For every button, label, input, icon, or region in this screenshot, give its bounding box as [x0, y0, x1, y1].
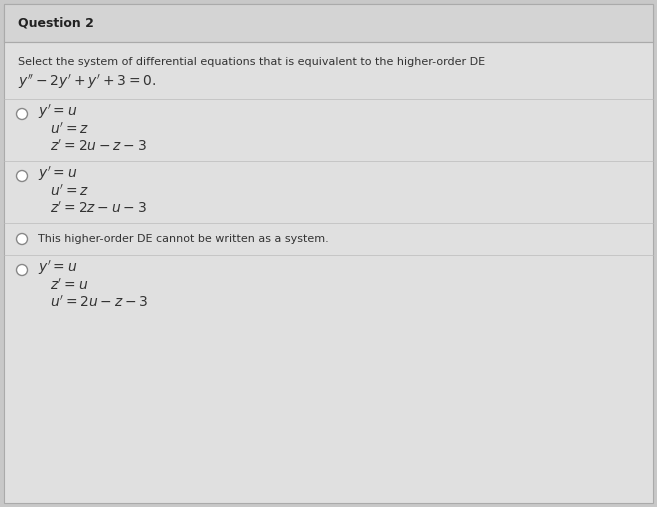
Text: $u' = z$: $u' = z$: [50, 184, 89, 199]
Text: This higher-order DE cannot be written as a system.: This higher-order DE cannot be written a…: [38, 234, 328, 244]
Circle shape: [16, 108, 28, 120]
Text: $y' = u$: $y' = u$: [38, 103, 78, 121]
Text: Select the system of differential equations that is equivalent to the higher-ord: Select the system of differential equati…: [18, 57, 485, 67]
Text: $z' = 2u - z - 3$: $z' = 2u - z - 3$: [50, 138, 147, 154]
Text: $z' = u$: $z' = u$: [50, 277, 88, 293]
Text: $u' = 2u - z - 3$: $u' = 2u - z - 3$: [50, 295, 148, 310]
FancyBboxPatch shape: [4, 4, 653, 42]
Text: $y'' - 2y' + y' + 3 = 0.$: $y'' - 2y' + y' + 3 = 0.$: [18, 73, 156, 91]
Text: Question 2: Question 2: [18, 17, 94, 29]
Text: $u' = z$: $u' = z$: [50, 121, 89, 136]
Text: $y' = u$: $y' = u$: [38, 165, 78, 183]
Circle shape: [16, 265, 28, 275]
Circle shape: [16, 234, 28, 244]
Text: $z' = 2z - u - 3$: $z' = 2z - u - 3$: [50, 200, 147, 215]
FancyBboxPatch shape: [4, 4, 653, 503]
Text: $y' = u$: $y' = u$: [38, 259, 78, 277]
Circle shape: [16, 170, 28, 182]
